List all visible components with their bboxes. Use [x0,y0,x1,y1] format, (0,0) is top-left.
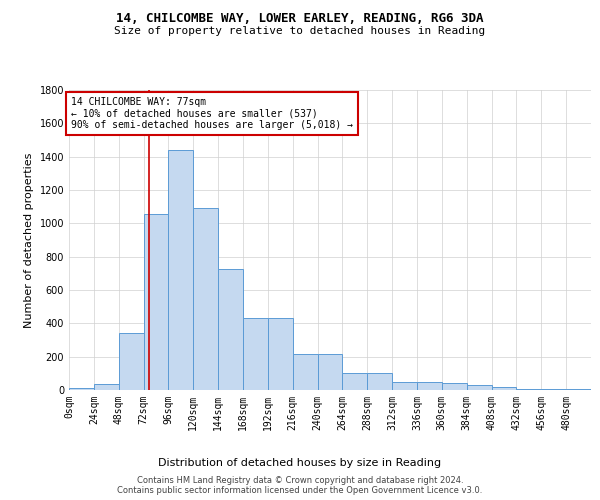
Bar [343,374,367,390]
Bar [566,389,591,390]
Bar [193,208,218,390]
Text: Contains HM Land Registry data © Crown copyright and database right 2024.: Contains HM Land Registry data © Crown c… [137,476,463,485]
Y-axis label: Number of detached properties: Number of detached properties [24,152,34,328]
Bar [243,318,268,390]
Bar [317,354,343,390]
Text: 14 CHILCOMBE WAY: 77sqm
← 10% of detached houses are smaller (537)
90% of semi-d: 14 CHILCOMBE WAY: 77sqm ← 10% of detache… [71,96,353,130]
Text: 14, CHILCOMBE WAY, LOWER EARLEY, READING, RG6 3DA: 14, CHILCOMBE WAY, LOWER EARLEY, READING… [116,12,484,26]
Bar [94,384,119,390]
Bar [119,332,143,390]
Bar [417,382,442,390]
Bar [268,318,293,390]
Bar [541,389,566,390]
Bar [218,269,243,390]
Text: Size of property relative to detached houses in Reading: Size of property relative to detached ho… [115,26,485,36]
Bar [169,150,193,390]
Text: Distribution of detached houses by size in Reading: Distribution of detached houses by size … [158,458,442,468]
Bar [517,389,541,390]
Bar [143,214,169,390]
Bar [69,388,94,390]
Bar [367,374,392,390]
Bar [491,386,517,390]
Bar [293,354,317,390]
Bar [467,385,491,390]
Bar [392,382,417,390]
Bar [442,384,467,390]
Text: Contains public sector information licensed under the Open Government Licence v3: Contains public sector information licen… [118,486,482,495]
